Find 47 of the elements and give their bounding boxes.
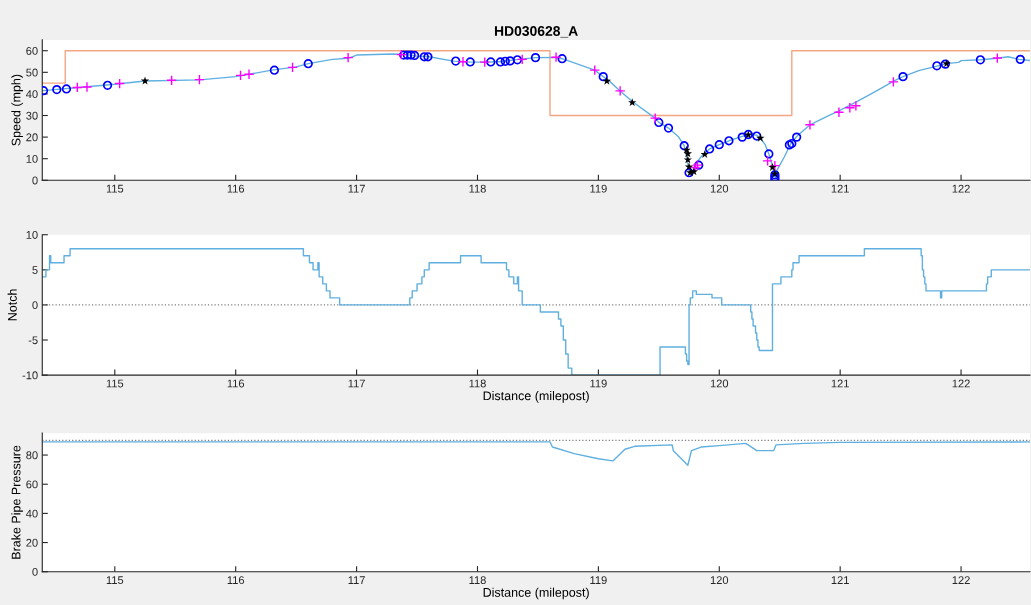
x-axis-title: Distance (milepost): [483, 391, 589, 403]
x-tick-label: 119: [590, 379, 607, 388]
x-tick-label: 121: [831, 379, 849, 388]
y-tick-label: 0: [32, 301, 38, 310]
chart-title: HD030628_A: [494, 26, 578, 38]
y-tick-label: 40: [26, 509, 38, 518]
y-tick-label: 50: [26, 68, 38, 77]
y-axis-title: Notch: [7, 289, 17, 321]
x-tick-label: 121: [831, 184, 849, 193]
y-tick-label: 60: [26, 480, 38, 489]
x-tick-label: 118: [469, 576, 486, 585]
y-tick-label: 10: [26, 154, 38, 163]
x-tick-label: 115: [106, 184, 124, 193]
x-tick-label: 115: [106, 576, 124, 585]
x-tick-label: 115: [106, 379, 124, 388]
y-tick-label: 5: [32, 266, 38, 274]
x-tick-label: 119: [590, 576, 607, 585]
x-tick-label: 116: [227, 379, 245, 388]
x-tick-label: 120: [710, 576, 729, 585]
y-tick-label: -5: [28, 336, 38, 345]
y-axis-title: Speed (mph): [11, 74, 23, 146]
x-tick-label: 122: [952, 379, 970, 388]
x-tick-label: 120: [710, 379, 729, 388]
y-tick-label: 0: [32, 567, 38, 576]
y-tick-label: 60: [26, 46, 38, 55]
x-tick-label: 116: [227, 576, 245, 585]
y-tick-label: 0: [32, 176, 38, 185]
y-axis-title: Brake Pipe Pressure: [11, 445, 23, 559]
x-tick-label: 122: [952, 576, 970, 584]
x-tick-label: 119: [590, 184, 607, 193]
x-tick-label: 118: [469, 184, 486, 193]
x-tick-label: 120: [710, 184, 729, 193]
y-tick-label: 20: [26, 538, 38, 547]
x-tick-label: 117: [348, 576, 365, 584]
x-axis-title: Distance (milepost): [483, 587, 589, 600]
x-tick-label: 117: [348, 184, 365, 193]
y-tick-label: 10: [26, 231, 38, 239]
x-tick-label: 117: [348, 379, 365, 388]
y-tick-label: 40: [26, 90, 38, 99]
x-tick-label: 118: [469, 379, 486, 388]
x-tick-label: 116: [227, 184, 245, 193]
x-tick-label: 122: [952, 184, 970, 193]
y-tick-label: 80: [26, 451, 38, 460]
y-tick-label: 30: [26, 111, 38, 120]
y-tick-label: -10: [22, 371, 38, 380]
y-tick-label: 20: [26, 133, 38, 142]
x-tick-label: 121: [831, 576, 849, 584]
